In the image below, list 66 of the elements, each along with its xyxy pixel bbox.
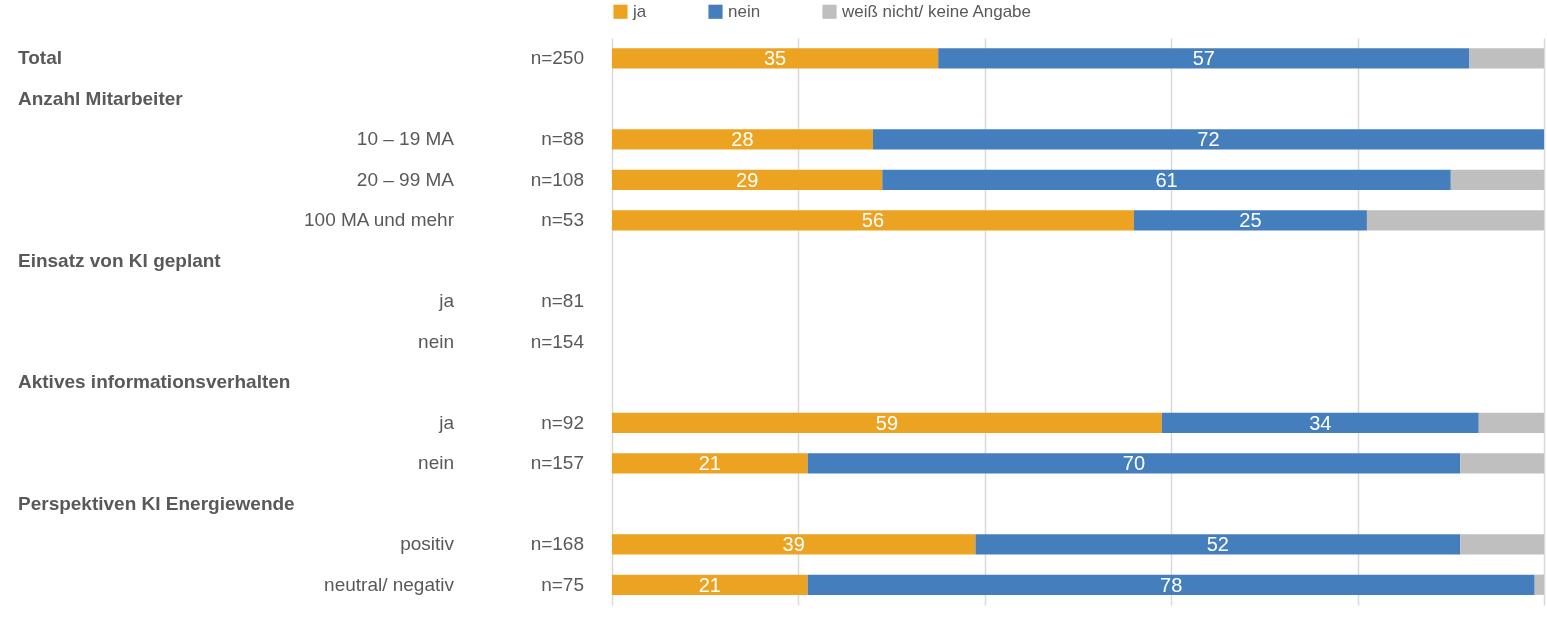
data-label: 56 [861, 209, 885, 232]
text: Aktives informationsverhalten [18, 371, 291, 393]
y2-tick-label: n=92 [541, 411, 584, 433]
data-label: 21 [698, 573, 721, 596]
bar [882, 169, 1451, 190]
y2-tick-label: n=157 [530, 452, 584, 474]
y2-tick-label: n=53 [541, 209, 584, 231]
y-tick-label: positiv [400, 533, 455, 555]
y2-tick-label: n=168 [530, 533, 584, 555]
y-tick-label: neutral/ negativ [324, 573, 455, 595]
text: Total [18, 47, 62, 69]
bar [612, 129, 873, 150]
y2-tick-label: n=250 [530, 47, 584, 69]
data-label: 21 [698, 452, 721, 475]
y-tick-label: 10 – 19 MA [356, 128, 455, 150]
bar [807, 453, 1461, 474]
bar [1460, 453, 1544, 474]
bar [1450, 169, 1544, 190]
data-label: 34 [1309, 411, 1332, 434]
bar [612, 210, 1134, 231]
bar [872, 129, 1544, 150]
bar [612, 453, 808, 474]
text: Anzahl Mitarbeiter [18, 87, 184, 109]
bar [807, 574, 1535, 595]
bar [612, 534, 976, 555]
text: Perspektiven KI Energiewende [18, 492, 295, 514]
data-label: 29 [736, 168, 759, 191]
y-tick-label: 100 MA und mehr [304, 209, 455, 231]
y2-tick-label: n=81 [541, 290, 584, 312]
bar [1133, 210, 1367, 231]
data-label: 72 [1197, 128, 1220, 151]
y-tick-label: nein [418, 330, 454, 352]
bar [612, 169, 883, 190]
data-label: 52 [1206, 533, 1229, 556]
legend-label: weiß nicht/ keine Angabe [841, 1, 1032, 21]
y-tick-label: nein [418, 452, 454, 474]
data-label: 35 [763, 47, 787, 70]
legend-label: nein [728, 1, 761, 21]
bar [975, 534, 1461, 555]
data-label: 39 [782, 533, 805, 556]
bar [938, 48, 1470, 69]
data-label: 57 [1192, 47, 1215, 70]
bar [1366, 210, 1544, 231]
data-label: 28 [731, 128, 754, 151]
bar [612, 574, 808, 595]
y2-tick-label: n=75 [541, 573, 584, 595]
bar [1469, 48, 1544, 69]
data-label: 78 [1160, 573, 1183, 596]
data-label: 70 [1122, 452, 1146, 475]
data-label: 61 [1155, 168, 1178, 191]
y2-tick-label: n=108 [530, 168, 584, 190]
data-label: 25 [1239, 209, 1262, 232]
legend-label: ja [632, 1, 647, 21]
bar [1460, 534, 1544, 555]
bar [612, 48, 939, 69]
bar [1534, 574, 1544, 595]
text: Einsatz von KI geplant [18, 249, 222, 271]
y2-tick-label: n=154 [530, 330, 585, 352]
y-tick-label: 20 – 99 MA [356, 168, 455, 190]
bar [1478, 412, 1544, 433]
data-label: 59 [875, 411, 899, 434]
bar [612, 412, 1162, 433]
y-tick-label: ja [438, 290, 455, 312]
y2-tick-label: n=88 [541, 128, 584, 150]
bar [1161, 412, 1479, 433]
y-tick-label: ja [438, 411, 455, 433]
